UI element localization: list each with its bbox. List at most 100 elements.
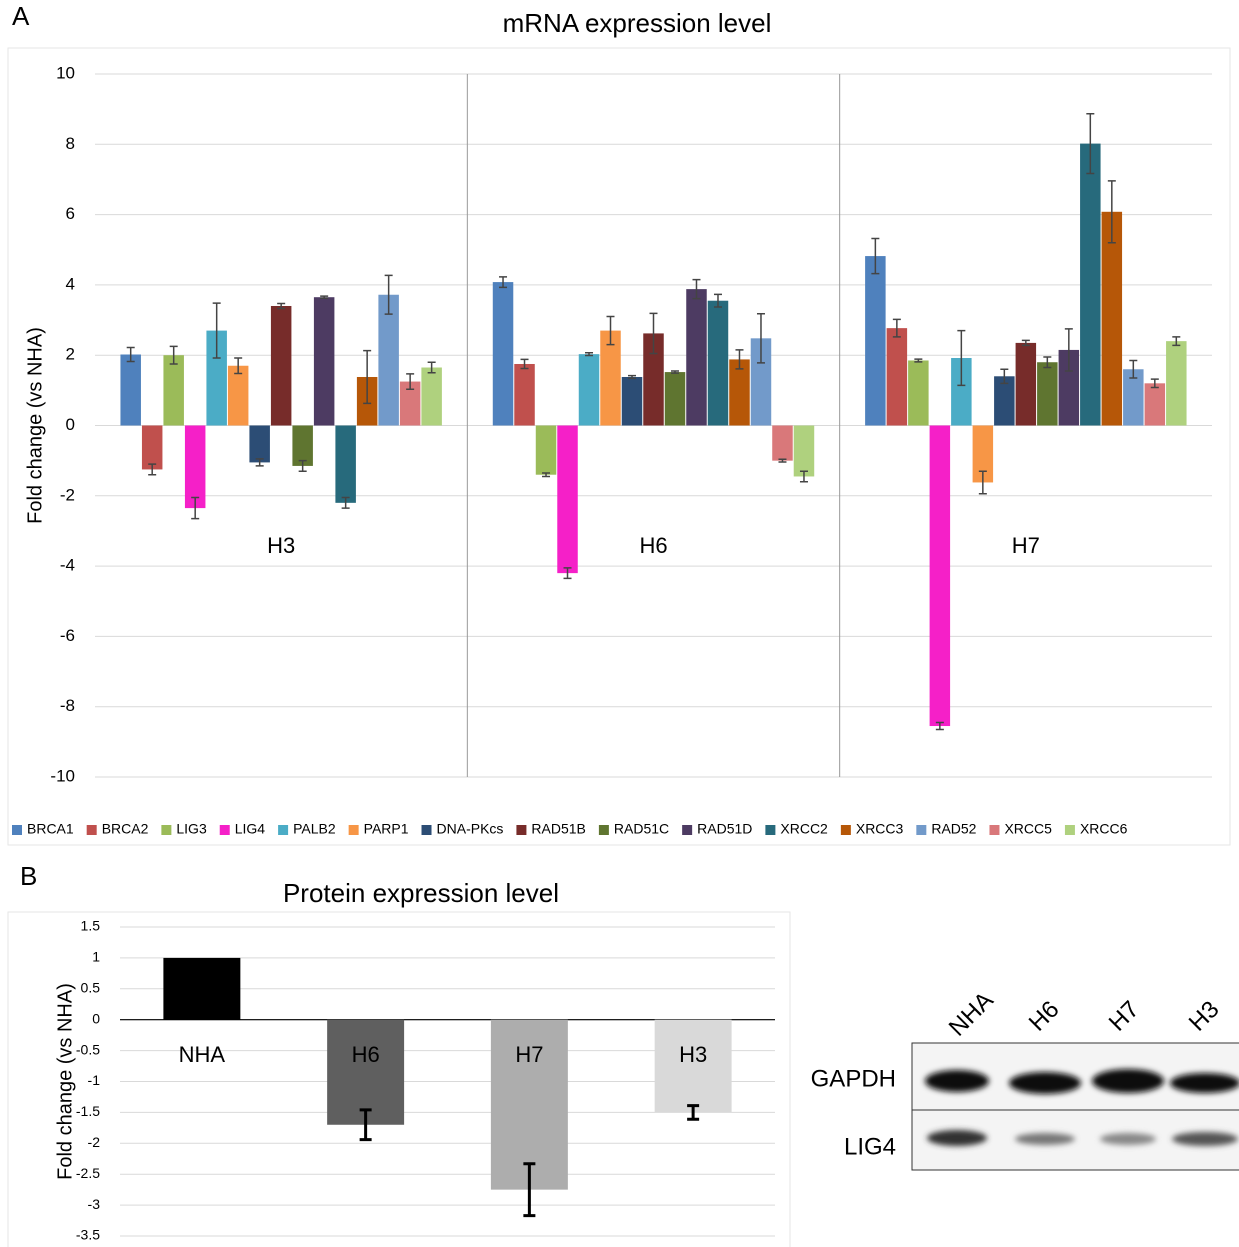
bar [142, 426, 162, 470]
error-bar [542, 473, 550, 477]
legend-label: XRCC3 [856, 821, 904, 837]
bar [1102, 212, 1122, 426]
category-label: H6 [639, 533, 667, 558]
bar [865, 256, 885, 425]
legend-swatch [422, 825, 432, 835]
legend-swatch [87, 825, 97, 835]
bar [185, 426, 205, 509]
legend-swatch [682, 825, 692, 835]
category-label: NHA [179, 1042, 226, 1067]
error-bar [628, 376, 636, 379]
bar [249, 426, 269, 463]
category-label: H3 [267, 533, 295, 558]
y-tick-label: -4 [60, 556, 75, 575]
y-tick-label: -0.5 [76, 1041, 100, 1057]
legend-swatch [989, 825, 999, 835]
row-label: LIG4 [844, 1133, 896, 1160]
bar [514, 364, 534, 426]
legend-swatch [765, 825, 775, 835]
legend-label: BRCA2 [102, 821, 149, 837]
category-label: H7 [1012, 533, 1040, 558]
y-tick-label: 8 [66, 134, 75, 153]
legend-swatch [12, 825, 22, 835]
y-tick-label: 1 [92, 949, 100, 965]
legend-swatch [161, 825, 171, 835]
y-tick-label: 0 [66, 415, 75, 434]
lane-label: H7 [1104, 996, 1145, 1037]
y-tick-label: 2 [66, 345, 75, 364]
y-tick-label: -10 [50, 766, 75, 785]
y-tick-label: -2 [60, 485, 75, 504]
bar [1016, 343, 1036, 426]
bar [292, 426, 312, 466]
y-tick-label: 10 [56, 63, 75, 82]
bar [163, 958, 240, 1020]
bar [930, 426, 950, 727]
bar [557, 426, 577, 574]
bar [887, 328, 907, 425]
y-tick-label: -3 [88, 1196, 101, 1212]
y-axis-title: Fold change (vs NHA) [24, 327, 46, 524]
y-tick-label: -1 [88, 1072, 101, 1088]
legend-label: XRCC2 [780, 821, 828, 837]
bar [228, 366, 248, 426]
chart-title: Protein expression level [283, 878, 559, 908]
legend-label: LIG4 [235, 821, 266, 837]
lane-label: H3 [1184, 996, 1225, 1037]
panel-label: B [20, 861, 37, 891]
y-tick-label: 0 [92, 1010, 100, 1026]
bar [120, 354, 140, 425]
y-axis-title: Fold change (vs NHA) [54, 983, 76, 1180]
bar [1037, 362, 1057, 425]
y-tick-label: -2.5 [76, 1165, 100, 1181]
bar [1145, 383, 1165, 425]
legend-label: DNA-PKcs [437, 821, 504, 837]
western-blot: NHA H6 H7 H3 GAPDH LIG4 [811, 987, 1239, 1170]
legend-label: PARP1 [364, 821, 409, 837]
bar [794, 426, 814, 477]
y-tick-label: 0.5 [81, 980, 101, 996]
legend-label: RAD51C [614, 821, 669, 837]
bar [665, 372, 685, 425]
category-label: H3 [679, 1042, 707, 1067]
y-tick-label: -3.5 [76, 1227, 100, 1243]
lane-label: H6 [1024, 996, 1065, 1037]
bar [772, 426, 792, 461]
bar [536, 426, 556, 475]
y-tick-label: -2 [88, 1134, 101, 1150]
category-label: H7 [515, 1042, 543, 1067]
legend-swatch [278, 825, 288, 835]
legend-label: BRCA1 [27, 821, 74, 837]
y-tick-label: -8 [60, 696, 75, 715]
legend-label: RAD52 [931, 821, 976, 837]
bar [686, 289, 706, 425]
legend-swatch [599, 825, 609, 835]
lane-label: NHA [944, 987, 999, 1042]
legend-label: XRCC5 [1004, 821, 1052, 837]
legend-swatch [841, 825, 851, 835]
blot-frame [912, 1043, 1239, 1170]
bar [314, 297, 334, 425]
bar [493, 282, 513, 425]
bar [163, 355, 183, 425]
y-tick-label: 4 [66, 274, 75, 293]
row-label: GAPDH [811, 1065, 896, 1092]
panel-label: A [12, 1, 30, 31]
y-tick-label: -6 [60, 626, 75, 645]
bar [421, 368, 441, 426]
legend-swatch [220, 825, 230, 835]
legend-label: PALB2 [293, 821, 336, 837]
legend-label: RAD51D [697, 821, 752, 837]
legend-label: XRCC6 [1080, 821, 1128, 837]
bar [579, 354, 599, 425]
y-tick-label: 1.5 [81, 918, 101, 934]
chart-title: mRNA expression level [503, 8, 772, 38]
legend-swatch [516, 825, 526, 835]
bar [708, 301, 728, 426]
bar [1166, 341, 1186, 425]
bar [335, 426, 355, 503]
y-tick-label: -1.5 [76, 1103, 100, 1119]
bar [622, 377, 642, 426]
legend-swatch [916, 825, 926, 835]
legend-label: LIG3 [176, 821, 207, 837]
